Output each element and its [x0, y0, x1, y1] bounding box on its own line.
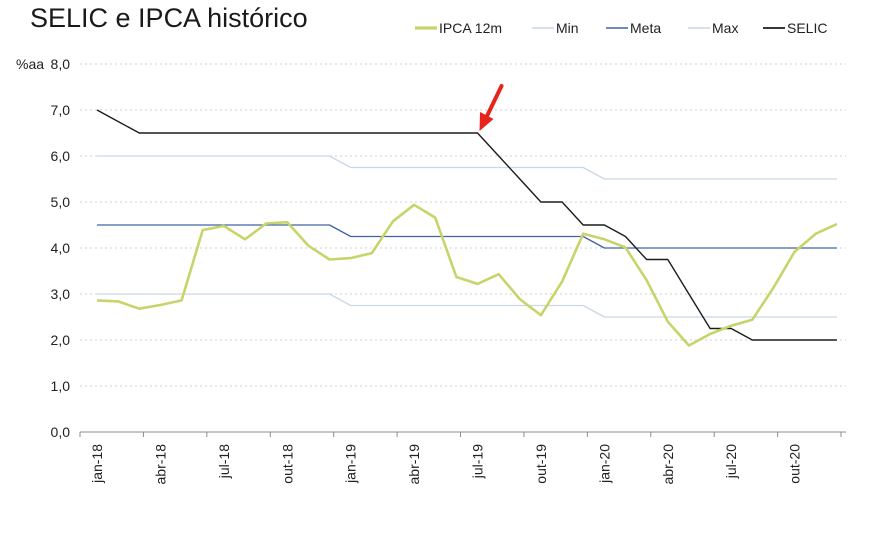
- legend-label: SELIC: [787, 20, 827, 36]
- x-tick-label: abr-18: [152, 444, 168, 485]
- legend-label: IPCA 12m: [439, 20, 502, 36]
- y-tick-label: 7,0: [51, 102, 71, 118]
- x-tick-label: abr-20: [660, 444, 676, 485]
- x-tick-label: jan-18: [89, 444, 105, 484]
- x-tick-label: out-19: [533, 444, 549, 484]
- y-tick-label: 5,0: [51, 194, 71, 210]
- x-tick-label: abr-19: [406, 444, 422, 485]
- chart-title: SELIC e IPCA histórico: [30, 3, 308, 33]
- y-tick-label: 3,0: [51, 286, 71, 302]
- y-tick-label: 8,0: [51, 56, 71, 72]
- series-line-min: [97, 293, 837, 318]
- annotation-arrow-head: [479, 112, 494, 131]
- y-tick-label: 6,0: [51, 148, 71, 164]
- series-line-ipca-12m: [96, 203, 838, 347]
- y-tick-label: 1,0: [51, 378, 71, 394]
- legend-label: Min: [556, 20, 579, 36]
- legend-label: Meta: [630, 20, 661, 36]
- x-tick-label: jan-19: [343, 444, 359, 484]
- annotation-arrow-shaft: [484, 84, 504, 119]
- x-tick-label: out-18: [279, 444, 295, 484]
- y-tick-label: 0,0: [51, 424, 71, 440]
- y-tick-label: 4,0: [51, 240, 71, 256]
- x-tick-label: jul-18: [216, 444, 232, 479]
- series-line-selic: [96, 109, 837, 341]
- series-line-max: [97, 155, 837, 180]
- x-tick-label: out-20: [787, 444, 803, 484]
- legend-label: Max: [712, 20, 738, 36]
- x-tick-label: jan-20: [596, 444, 612, 484]
- y-axis-label: %aa: [16, 56, 44, 72]
- y-tick-label: 2,0: [51, 332, 71, 348]
- x-tick-label: jul-19: [470, 444, 486, 479]
- series-line-meta: [97, 224, 837, 249]
- x-tick-label: jul-20: [723, 444, 739, 479]
